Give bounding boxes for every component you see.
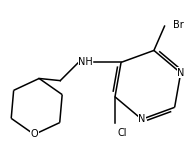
Text: Cl: Cl — [117, 128, 127, 138]
Text: Br: Br — [173, 20, 184, 30]
Text: O: O — [30, 129, 38, 140]
Text: N: N — [138, 114, 146, 124]
Text: N: N — [177, 68, 184, 78]
Text: NH: NH — [78, 57, 93, 67]
